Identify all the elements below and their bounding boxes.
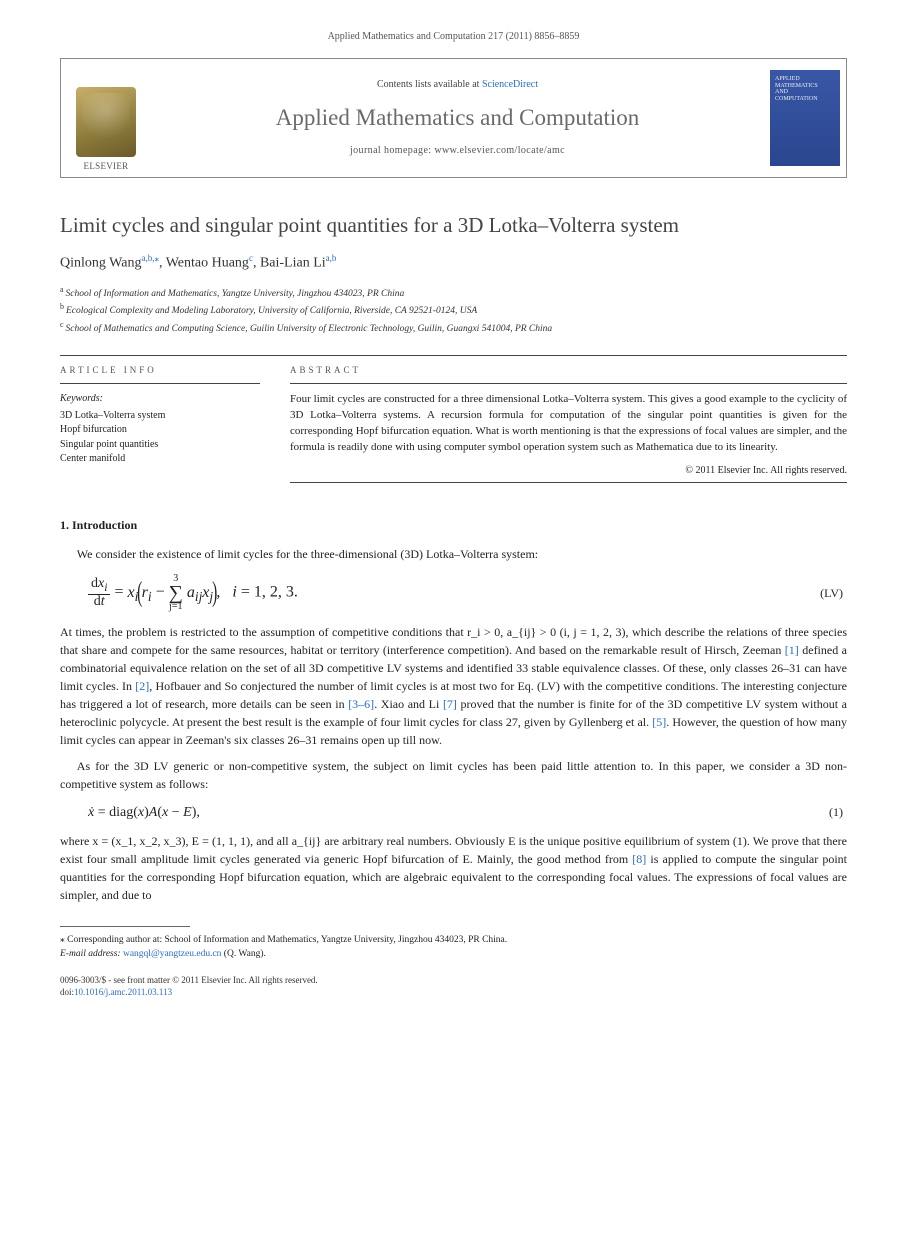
- keyword: Center manifold: [60, 452, 260, 467]
- citation-link[interactable]: [3–6]: [348, 697, 374, 711]
- equation-1: ẋ = diag(x)A(x − E), (1): [88, 803, 847, 823]
- doi-link[interactable]: 10.1016/j.amc.2011.03.113: [74, 987, 172, 997]
- affiliation-line: bEcological Complexity and Modeling Labo…: [60, 301, 847, 319]
- sciencedirect-link[interactable]: ScienceDirect: [482, 79, 538, 90]
- publisher-label: ELSEVIER: [84, 160, 129, 173]
- section-heading-intro: 1. Introduction: [60, 517, 847, 534]
- cover-thumb-wrap: APPLIED MATHEMATICS AND COMPUTATION: [764, 59, 846, 177]
- equation-tag: (LV): [797, 585, 847, 602]
- email-tail: (Q. Wang).: [221, 949, 265, 959]
- doi-line: doi:10.1016/j.amc.2011.03.113: [60, 986, 847, 999]
- intro-paragraph-1: We consider the existence of limit cycle…: [60, 545, 847, 563]
- keyword: 3D Lotka–Volterra system: [60, 409, 260, 424]
- contents-prefix: Contents lists available at: [377, 79, 482, 90]
- abstract-heading: ABSTRACT: [290, 364, 847, 377]
- author-affil-sup: a,b: [326, 253, 337, 263]
- affiliation-line: cSchool of Mathematics and Computing Sci…: [60, 319, 847, 337]
- fraction: dxi dt: [88, 577, 110, 610]
- citation-link[interactable]: [8]: [632, 852, 646, 866]
- keywords-list: 3D Lotka–Volterra system Hopf bifurcatio…: [60, 409, 260, 467]
- footnote-text: Corresponding author at: School of Infor…: [67, 935, 507, 945]
- cover-line: APPLIED: [775, 76, 835, 83]
- keyword: Hopf bifurcation: [60, 423, 260, 438]
- paren-left-icon: (: [137, 573, 142, 612]
- journal-title: Applied Mathematics and Computation: [276, 102, 639, 134]
- equation-body: ẋ = diag(x)A(x − E),: [88, 803, 797, 823]
- email-link[interactable]: wangql@yangtzeu.edu.cn: [123, 949, 221, 959]
- intro-paragraph-4: where x = (x_1, x_2, x_3), E = (1, 1, 1)…: [60, 832, 847, 904]
- sum-lower: j=1: [169, 602, 183, 612]
- divider: [60, 383, 260, 384]
- cover-line: COMPUTATION: [775, 96, 835, 103]
- equation-body: dxi dt = xi(ri − 3 ∑ j=1 aijxj), i = 1, …: [88, 573, 797, 612]
- doi-prefix: doi:: [60, 987, 74, 997]
- intro-paragraph-2: At times, the problem is restricted to t…: [60, 623, 847, 749]
- sigma-icon: ∑: [169, 584, 183, 602]
- footnote-separator: [60, 926, 190, 927]
- keywords-label: Keywords:: [60, 392, 260, 406]
- citation-link[interactable]: [5]: [652, 715, 666, 729]
- citation-link[interactable]: [7]: [443, 697, 457, 711]
- frac-den: dt: [88, 595, 110, 610]
- author-name: , Bai-Lian Li: [253, 256, 326, 271]
- para-text: . Xiao and Li: [374, 697, 443, 711]
- intro-paragraph-3: As for the 3D LV generic or non-competit…: [60, 757, 847, 793]
- author-name: , Wentao Huang: [159, 256, 249, 271]
- citation-link[interactable]: [1]: [785, 643, 799, 657]
- affil-text: School of Mathematics and Computing Scie…: [66, 325, 553, 335]
- masthead-center: Contents lists available at ScienceDirec…: [151, 59, 764, 177]
- citation-link[interactable]: [2]: [135, 679, 149, 693]
- copyright-line: © 2011 Elsevier Inc. All rights reserved…: [290, 464, 847, 478]
- info-abstract-row: ARTICLE INFO Keywords: 3D Lotka–Volterra…: [60, 364, 847, 490]
- article-title: Limit cycles and singular point quantiti…: [60, 212, 847, 238]
- frac-num: dxi: [88, 577, 110, 595]
- publisher-block: ELSEVIER: [61, 59, 151, 177]
- article-info-heading: ARTICLE INFO: [60, 364, 260, 377]
- email-footnote: E-mail address: wangql@yangtzeu.edu.cn (…: [60, 947, 847, 961]
- journal-cover-thumb: APPLIED MATHEMATICS AND COMPUTATION: [770, 70, 840, 166]
- divider: [290, 482, 847, 483]
- keyword: Singular point quantities: [60, 438, 260, 453]
- equation-lv: dxi dt = xi(ri − 3 ∑ j=1 aijxj), i = 1, …: [88, 573, 847, 612]
- corresponding-footnote: ⁎ Corresponding author at: School of Inf…: [60, 933, 847, 947]
- cover-line: MATHEMATICS: [775, 83, 835, 90]
- journal-homepage: journal homepage: www.elsevier.com/locat…: [350, 144, 565, 158]
- abstract-text: Four limit cycles are constructed for a …: [290, 392, 847, 456]
- paren-right-icon: ): [212, 573, 217, 612]
- equation-tag: (1): [797, 804, 847, 821]
- para-text: At times, the problem is restricted to t…: [60, 625, 847, 657]
- affil-text: Ecological Complexity and Modeling Labor…: [66, 307, 477, 317]
- article-info-column: ARTICLE INFO Keywords: 3D Lotka–Volterra…: [60, 364, 260, 490]
- author-list: Qinlong Wanga,b,⁎, Wentao Huangc, Bai-Li…: [60, 252, 847, 273]
- header-journal-ref: Applied Mathematics and Computation 217 …: [60, 30, 847, 44]
- cover-line: AND: [775, 89, 835, 96]
- affiliation-line: aSchool of Information and Mathematics, …: [60, 284, 847, 302]
- masthead: ELSEVIER Contents lists available at Sci…: [60, 58, 847, 178]
- doi-block: 0096-3003/$ - see front matter © 2011 El…: [60, 974, 847, 999]
- divider: [290, 383, 847, 384]
- contents-available-line: Contents lists available at ScienceDirec…: [377, 78, 538, 92]
- elsevier-tree-icon: [76, 87, 136, 157]
- author-name: Qinlong Wang: [60, 256, 141, 271]
- divider: [60, 355, 847, 356]
- email-label: E-mail address:: [60, 949, 123, 959]
- front-matter-line: 0096-3003/$ - see front matter © 2011 El…: [60, 974, 847, 987]
- affiliations: aSchool of Information and Mathematics, …: [60, 284, 847, 338]
- author-affil-sup: a,b,: [141, 253, 154, 263]
- abstract-column: ABSTRACT Four limit cycles are construct…: [290, 364, 847, 490]
- summation: 3 ∑ j=1: [169, 574, 183, 612]
- affil-text: School of Information and Mathematics, Y…: [66, 289, 405, 299]
